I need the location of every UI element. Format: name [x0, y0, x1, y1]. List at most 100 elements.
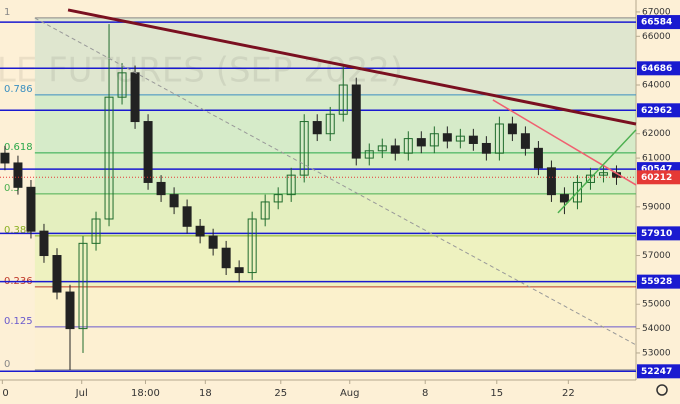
- candle-body: [585, 174, 595, 183]
- y-tick-label: 59000: [642, 202, 671, 212]
- candle-body: [429, 133, 439, 147]
- candle-body: [26, 186, 36, 232]
- candle-body: [221, 247, 231, 269]
- candle-body: [247, 218, 257, 274]
- price-level-box: [637, 15, 680, 30]
- price-level-label: 52247: [641, 367, 672, 377]
- fib-zone: [34, 286, 636, 327]
- candle-body: [494, 123, 504, 154]
- fib-label: 0: [4, 359, 10, 370]
- price-level-box: [637, 364, 680, 379]
- price-level-label: 66584: [641, 18, 672, 28]
- candle-body: [78, 242, 88, 330]
- y-tick-label: 55000: [642, 300, 671, 310]
- trendline: [34, 17, 637, 346]
- x-tick-label: 0: [2, 388, 8, 399]
- last-price-label: 60212: [641, 173, 672, 183]
- y-tick-label: 62000: [642, 129, 671, 139]
- price-level-box: [637, 274, 680, 289]
- candle-body: [65, 291, 75, 330]
- y-tick-label: 67000: [642, 7, 671, 17]
- candle-body: [403, 138, 413, 154]
- price-level-box: [637, 61, 680, 76]
- x-tick-label: Aug: [340, 388, 360, 399]
- candle-body: [117, 72, 127, 98]
- price-level-label: 60547: [641, 165, 672, 175]
- candle-body: [325, 113, 335, 135]
- fib-zone: [34, 152, 636, 194]
- candle-body: [286, 174, 296, 196]
- x-tick-label: 18:00: [131, 388, 160, 399]
- candle-body: [260, 201, 270, 220]
- candle-body: [507, 123, 517, 135]
- y-tick-label: 61000: [642, 154, 671, 164]
- candle-body: [52, 255, 62, 293]
- fib-label: 0.382: [4, 225, 33, 236]
- price-level-label: 64686: [641, 64, 672, 74]
- candle-body: [364, 150, 374, 159]
- candle-body: [299, 121, 309, 176]
- x-tick-label: Jul: [75, 388, 88, 399]
- trendline: [67, 8, 637, 126]
- y-tick-label: 54000: [642, 324, 671, 334]
- fib-label: 0.5: [4, 183, 20, 194]
- fib-zone: [34, 326, 636, 370]
- candle-body: [312, 121, 322, 135]
- last-price-box: [637, 170, 680, 185]
- candle-body: [169, 194, 179, 208]
- plot: 10.7860.6180.50.3820.2360.12505300054000…: [0, 7, 680, 399]
- candle-body: [481, 142, 491, 154]
- x-tick-label: 15: [490, 388, 503, 399]
- candle-body: [533, 147, 543, 169]
- candle-body: [195, 225, 205, 237]
- candle-body: [390, 145, 400, 154]
- price-level-box: [637, 226, 680, 241]
- y-tick-label: 66000: [642, 32, 671, 42]
- candle-body: [208, 235, 218, 249]
- y-tick-label: 57000: [642, 251, 671, 261]
- trendline: [557, 129, 637, 214]
- x-tick-label: 18: [199, 388, 212, 399]
- fib-zone: [34, 235, 636, 287]
- candle-body: [234, 267, 244, 274]
- candle-body: [182, 206, 192, 227]
- candle-body: [468, 135, 478, 144]
- fib-zone: [34, 193, 636, 236]
- trendline: [492, 99, 637, 186]
- y-tick-label: 64000: [642, 81, 671, 91]
- candle-body: [156, 181, 166, 196]
- fib-label: 0.786: [4, 84, 33, 95]
- watermark: LE FUTURES (SEP 2022): [0, 51, 403, 91]
- candle-body: [598, 172, 608, 176]
- candle-body: [351, 84, 361, 159]
- price-level-label: 62962: [641, 106, 672, 116]
- candle-body: [520, 133, 530, 149]
- candle-body: [143, 121, 153, 183]
- candle-body: [39, 230, 49, 257]
- x-tick-label: 22: [562, 388, 575, 399]
- candle-body: [455, 135, 465, 142]
- x-tick-label: 8: [422, 388, 428, 399]
- candle-body: [442, 133, 452, 142]
- x-tick-label: 25: [274, 388, 287, 399]
- candle-body: [416, 138, 426, 147]
- candle-body: [273, 194, 283, 203]
- fib-label: 0.125: [4, 316, 33, 327]
- candle-body: [91, 218, 101, 244]
- candle-body: [338, 84, 348, 115]
- fib-zone: [34, 94, 636, 153]
- candle-body: [130, 72, 140, 123]
- candle-body: [559, 194, 569, 203]
- price-level-label: 57910: [641, 229, 672, 239]
- price-level-label: 55928: [641, 277, 672, 287]
- candle-body: [13, 162, 23, 188]
- candle-body: [104, 96, 114, 220]
- price-level-box: [637, 103, 680, 118]
- candle-body: [546, 167, 556, 196]
- fib-label: 1: [4, 7, 10, 18]
- candle-body: [377, 145, 387, 152]
- settings-icon[interactable]: [656, 384, 668, 396]
- candle-body: [0, 152, 10, 164]
- candle-body: [572, 181, 582, 203]
